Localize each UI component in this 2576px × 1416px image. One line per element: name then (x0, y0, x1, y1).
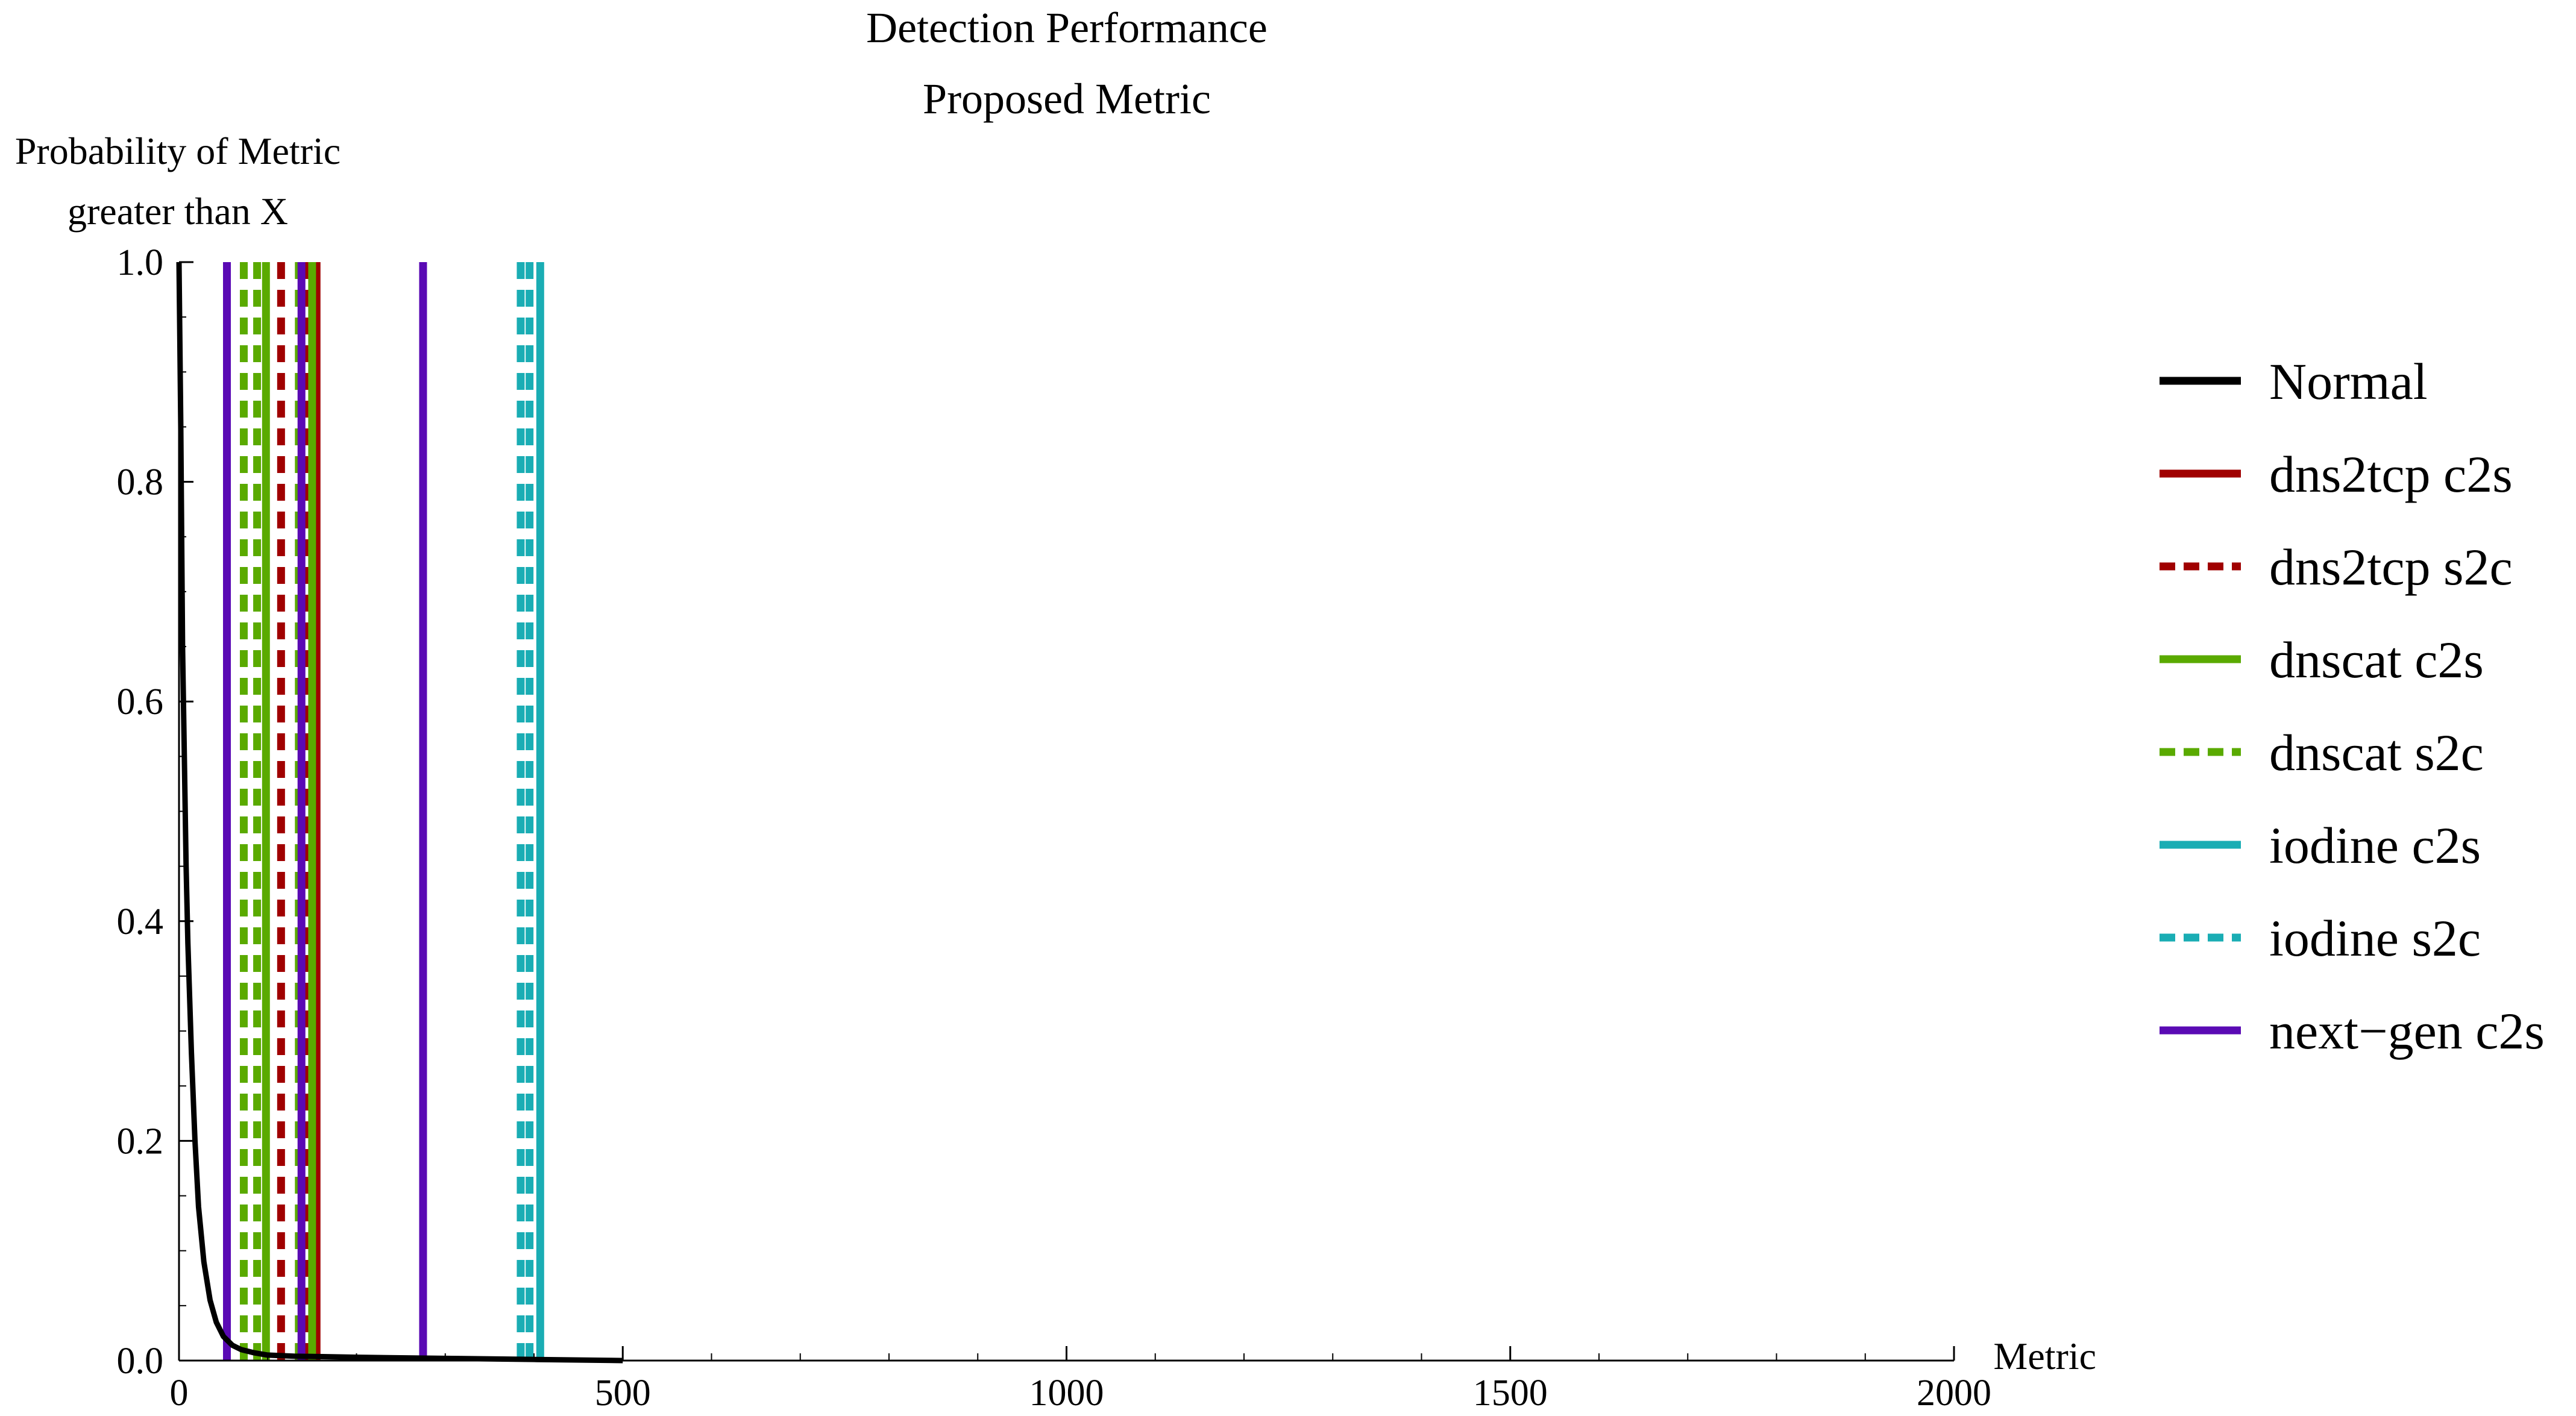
y-tick-label: 0.8 (117, 462, 164, 503)
normal-curve (176, 262, 623, 1364)
y-axis-label-line-1: Probability of Metric (15, 130, 341, 172)
x-tick-label: 2000 (1917, 1373, 1991, 1414)
legend-label-1: Normal (2269, 352, 2428, 410)
y-tick-label: 0.6 (117, 681, 164, 722)
legend-label-8: next−gen c2s (2269, 1002, 2545, 1060)
y-tick-label: 0.0 (117, 1341, 164, 1382)
legend-label-5: dnscat s2c (2269, 724, 2484, 782)
axes: 0 500 1000 1500 2000 0.0 0.2 0.4 0.6 0.8 1.0 (117, 242, 1992, 1414)
x-tick-label: 1500 (1473, 1373, 1548, 1414)
legend-label-2: dns2tcp c2s (2269, 445, 2513, 503)
x-tick-label: 1000 (1029, 1373, 1104, 1414)
chart-subtitle: Proposed Metric (923, 75, 1211, 123)
y-tick-label: 0.4 (117, 901, 164, 942)
y-axis-label-line-2: greater than X (68, 190, 288, 233)
legend-label-4: dnscat c2s (2269, 631, 2484, 689)
legend-label-6: iodine c2s (2269, 816, 2481, 874)
x-axis-label: Metric (1993, 1335, 2096, 1377)
legend-label-3: dns2tcp s2c (2269, 538, 2513, 596)
x-tick-label: 500 (595, 1373, 651, 1414)
y-tick-label: 0.2 (117, 1121, 164, 1162)
x-tick-label: 0 (170, 1373, 189, 1414)
legend-label-7: iodine s2c (2269, 909, 2481, 967)
legend: Normal dns2tcp c2s dns2tcp s2c dnscat c2s dn… (2160, 352, 2545, 1060)
plot-area (176, 262, 623, 1364)
chart-title: Detection Performance (866, 4, 1268, 52)
y-tick-label: 1.0 (117, 242, 164, 283)
